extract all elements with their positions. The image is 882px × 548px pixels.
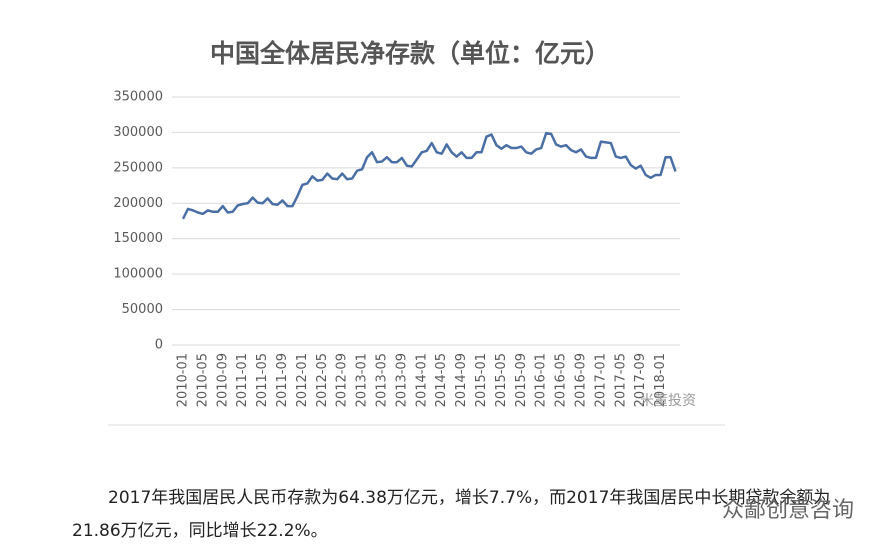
- x-tick-label: 2012-05: [315, 353, 330, 407]
- footer-watermark: 众鄙创意咨询: [722, 498, 855, 523]
- x-tick-label: 2010-05: [195, 353, 210, 407]
- x-tick-label: 2010-01: [176, 353, 191, 407]
- x-tick-label: 2017-01: [593, 353, 608, 407]
- x-tick-label: 2017-05: [613, 353, 628, 407]
- x-tick-label: 2013-05: [375, 353, 390, 407]
- y-tick-label: 200000: [113, 196, 163, 211]
- x-tick-label: 2015-01: [474, 353, 489, 407]
- y-tick-label: 100000: [113, 267, 163, 282]
- x-tick-label: 2012-01: [295, 353, 310, 407]
- paragraph: 2017年我国居民人民币存款为64.38万亿元，增长7.7%，而2017年我国居…: [72, 488, 831, 541]
- x-tick-label: 2014-09: [454, 353, 469, 407]
- x-tick-label: 2012-09: [335, 353, 350, 407]
- y-tick-label: 150000: [113, 231, 163, 246]
- data-line: [181, 131, 677, 220]
- x-tick-label: 2014-01: [414, 353, 429, 407]
- watermark: 米董投资: [640, 393, 696, 409]
- y-tick-label: 50000: [122, 302, 163, 317]
- x-tick-label: 2017-09: [633, 353, 648, 407]
- x-tick-label: 2015-09: [514, 353, 529, 407]
- x-tick-label: 2018-01: [653, 353, 668, 407]
- x-tick-label: 2014-05: [434, 353, 449, 407]
- y-tick-label: 0: [155, 338, 163, 353]
- x-tick-label: 2016-05: [554, 353, 569, 407]
- x-tick-label: 2013-09: [394, 353, 409, 407]
- x-tick-label: 2011-09: [275, 353, 290, 407]
- x-tick-label: 2015-05: [494, 353, 509, 407]
- y-tick-label: 300000: [113, 125, 163, 140]
- chart-title: 中国全体居民净存款（单位：亿元）: [210, 39, 610, 68]
- y-tick-label: 350000: [113, 90, 163, 105]
- x-tick-label: 2016-09: [574, 353, 589, 407]
- y-tick-label: 250000: [113, 160, 163, 175]
- x-tick-label: 2011-05: [255, 353, 270, 407]
- x-tick-label: 2011-01: [235, 353, 250, 407]
- x-tick-label: 2016-01: [534, 353, 549, 407]
- x-tick-label: 2013-01: [355, 353, 370, 407]
- x-tick-label: 2010-09: [215, 353, 230, 407]
